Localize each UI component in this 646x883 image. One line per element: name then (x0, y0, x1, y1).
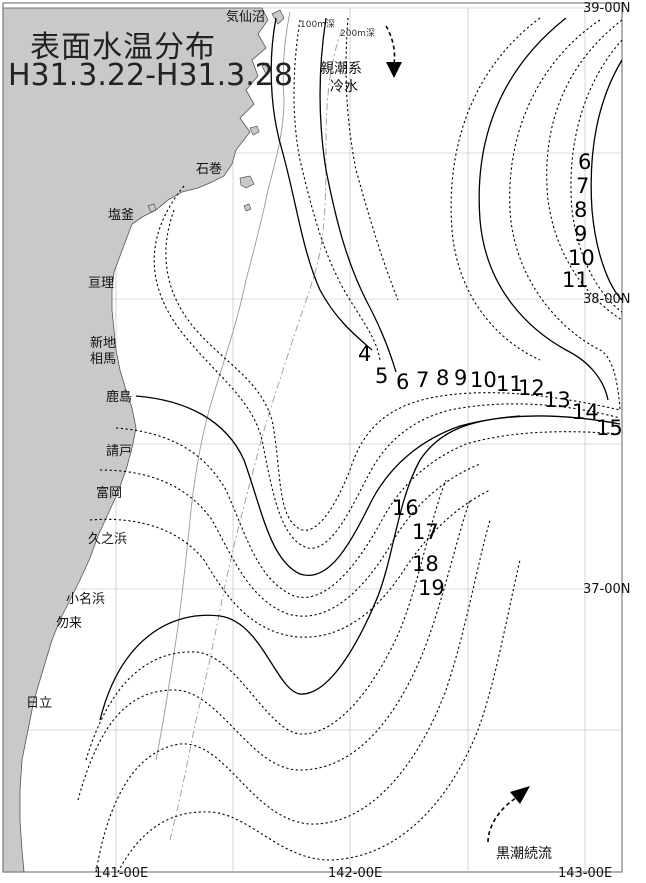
isotherm-label-11: 11 (496, 372, 523, 396)
lat-label-37n: 37-00N (583, 582, 631, 597)
depth-label-100m: 100m深 (300, 20, 335, 30)
isotherm-label-8: 8 (436, 366, 450, 390)
lon-label-141e: 141-00E (94, 866, 149, 881)
lat-label-39n: 39-00N (583, 1, 631, 16)
isotherm-line-12 (85, 479, 447, 761)
isotherm-line-20 (478, 17, 609, 401)
isotherm-line-19 (509, 19, 621, 411)
islands (147, 9, 285, 213)
label-oyashio-line2: 冷水 (330, 79, 358, 95)
lon-label-143e: 143-00E (558, 866, 613, 881)
place-kashima: 鹿島 (106, 390, 133, 405)
isotherm-label-10: 10 (470, 368, 497, 392)
offshore-label-11: 11 (562, 268, 589, 292)
bathymetry-lines (155, 11, 343, 841)
map-period: H31.3.22-H31.3.28 (8, 58, 293, 93)
place-hisanohama: 久之浜 (88, 532, 128, 547)
map-title: 表面水温分布 (30, 30, 216, 65)
oyashio-arrow (385, 25, 396, 65)
place-ishinomaki: 石巻 (196, 162, 223, 177)
isotherm-label-6: 6 (396, 370, 410, 394)
place-hitachi: 日立 (26, 696, 53, 711)
offshore-label-9: 9 (574, 222, 588, 246)
kuroshio-arrowhead (510, 786, 530, 804)
isotherm-label-12: 12 (518, 376, 545, 400)
land-area (2, 7, 269, 873)
kuroshio-arrow (487, 797, 517, 843)
isobath-200m (169, 29, 343, 841)
lon-label-142e: 142-00E (328, 866, 383, 881)
offshore-label-10: 10 (568, 246, 595, 270)
isotherm-line-18 (590, 59, 623, 301)
offshore-label-8: 8 (574, 198, 588, 222)
isotherm-label-9: 9 (454, 366, 468, 390)
place-shiogama: 塩釜 (108, 208, 135, 223)
offshore-label-7: 7 (576, 174, 590, 198)
lat-label-38n: 38-00N (583, 292, 631, 307)
isotherm-label-16: 16 (392, 496, 419, 520)
isotherm-label-18: 18 (412, 552, 439, 576)
isotherm-line-2 (293, 19, 381, 361)
place-kesennuma: 気仙沼 (226, 10, 266, 25)
isotherm-label-13: 13 (544, 388, 571, 412)
isotherm-line-3 (319, 17, 397, 373)
isotherm-line-1 (270, 17, 373, 351)
place-soma: 相馬 (90, 352, 117, 367)
isotherm-lines (77, 17, 623, 873)
isotherm-label-4: 4 (358, 342, 372, 366)
isotherm-label-7: 7 (416, 368, 430, 392)
label-kuroshio: 黒潮続流 (496, 846, 552, 862)
isotherm-line-21 (450, 17, 541, 361)
place-shinchi: 新地 (90, 336, 117, 351)
isotherm-label-17: 17 (412, 520, 439, 544)
depth-label-200m: 200m深 (340, 29, 375, 39)
isotherm-line-8 (115, 427, 621, 598)
isotherm-line-15 (117, 559, 521, 873)
isotherm-label-15: 15 (596, 416, 623, 440)
isotherm-line-5 (165, 209, 621, 531)
place-watari: 亘理 (88, 276, 115, 291)
place-tomioka: 富岡 (96, 486, 123, 501)
isotherm-line-11 (99, 415, 521, 721)
offshore-label-6: 6 (578, 150, 592, 174)
place-onahama: 小名浜 (66, 592, 106, 607)
place-ukedo: 請戸 (106, 444, 133, 459)
isotherm-line-6 (153, 185, 621, 549)
oyashio-arrowhead (386, 62, 402, 78)
current-arrows (385, 25, 530, 843)
isotherm-line-14 (95, 519, 491, 873)
isobath-100m (155, 11, 291, 761)
isotherm-line-9 (99, 463, 481, 617)
isotherm-label-19: 19 (418, 576, 445, 600)
isotherm-line-16 (546, 19, 623, 321)
place-nakoso: 勿来 (56, 616, 83, 631)
isotherm-label-14: 14 (572, 400, 599, 424)
isotherm-line-17 (570, 39, 623, 313)
isotherm-label-5: 5 (375, 364, 389, 388)
label-oyashio-line1: 親潮系 (320, 61, 362, 77)
